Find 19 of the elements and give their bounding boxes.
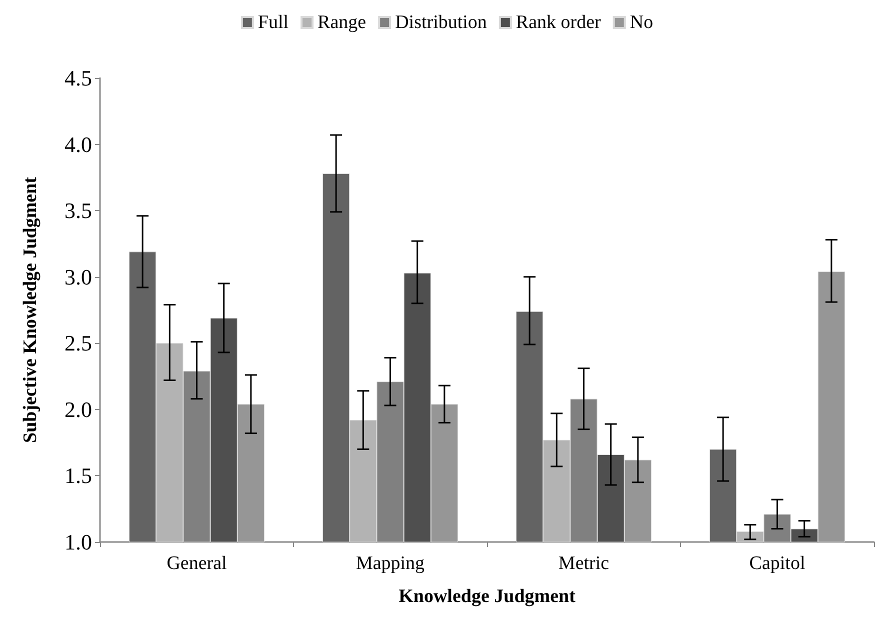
x-tick-label: Capitol <box>749 553 806 574</box>
x-tick-label: Mapping <box>356 553 426 574</box>
legend-label: Full <box>258 12 289 33</box>
legend-label: No <box>630 12 654 33</box>
legend-label: Range <box>318 12 366 33</box>
y-tick-label: 1.0 <box>64 530 92 554</box>
x-tick-label: General <box>166 553 227 574</box>
y-tick-label: 2.0 <box>64 396 92 422</box>
y-tick-label: 4.0 <box>64 132 92 157</box>
y-axis-title: Subjective Knowledge Judgment <box>20 176 41 443</box>
y-tick-label: 4.5 <box>64 66 92 90</box>
y-tick-label: 1.5 <box>64 463 92 488</box>
y-tick-label: 3.5 <box>64 198 92 224</box>
x-tick-label: Metric <box>558 553 610 574</box>
legend-label: Rank order <box>516 12 602 33</box>
y-tick-label: 2.5 <box>64 330 92 356</box>
y-tick-label: 3.0 <box>64 264 92 290</box>
x-axis-title: Knowledge Judgment <box>398 586 576 607</box>
legend-label: Distribution <box>395 12 488 33</box>
